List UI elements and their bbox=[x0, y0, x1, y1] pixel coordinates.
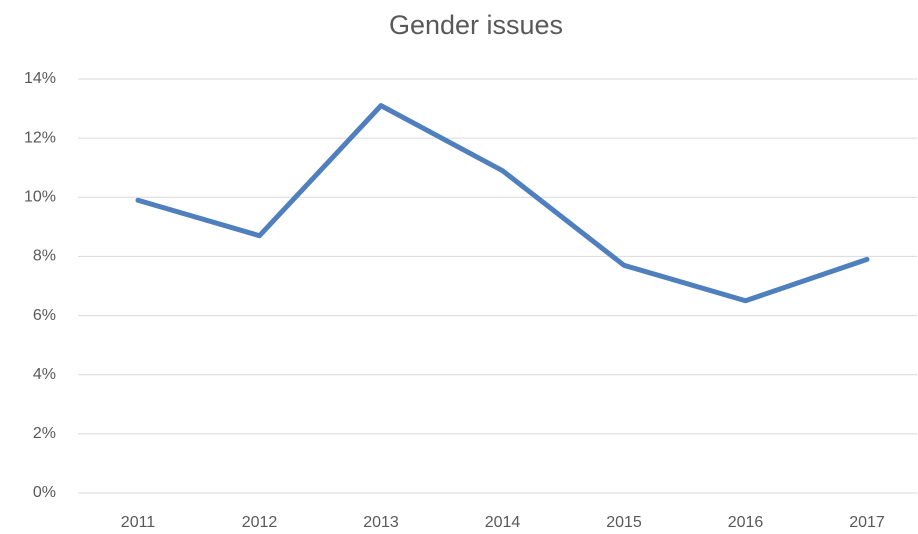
x-tick-label: 2013 bbox=[363, 514, 399, 531]
x-tick-label: 2011 bbox=[121, 514, 156, 531]
chart-title: Gender issues bbox=[389, 10, 563, 40]
y-tick-label: 10% bbox=[24, 189, 56, 206]
x-tick-label: 2016 bbox=[728, 514, 764, 531]
y-tick-label: 4% bbox=[33, 366, 56, 383]
y-tick-label: 14% bbox=[24, 70, 56, 87]
y-tick-label: 6% bbox=[33, 307, 56, 324]
x-tick-label: 2017 bbox=[849, 514, 885, 531]
y-tick-label: 8% bbox=[33, 248, 56, 265]
y-tick-label: 2% bbox=[33, 425, 56, 442]
y-tick-label: 0% bbox=[33, 484, 56, 501]
x-tick-label: 2015 bbox=[606, 514, 642, 531]
data-line bbox=[135, 103, 870, 304]
y-tick-label: 12% bbox=[24, 129, 56, 146]
x-tick-label: 2012 bbox=[242, 514, 278, 531]
x-tick-label: 2014 bbox=[485, 514, 521, 531]
